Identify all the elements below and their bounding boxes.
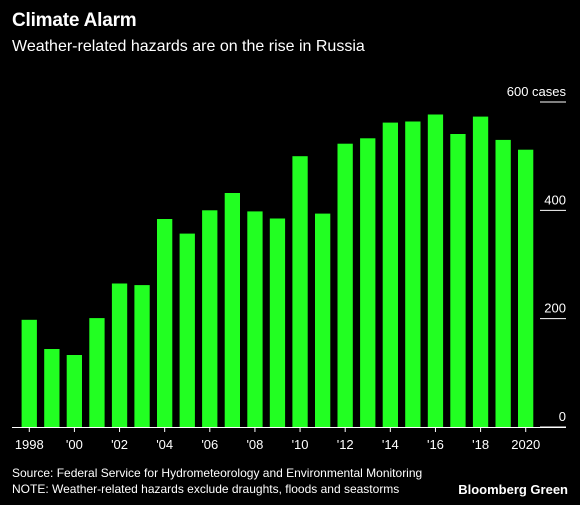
bar-2017 <box>450 134 466 427</box>
y-tick-label-0: 0 <box>559 409 566 424</box>
bar-2006 <box>202 210 218 427</box>
bar-2004 <box>157 219 173 427</box>
bar-2005 <box>179 233 195 427</box>
x-tick-label-2000: '00 <box>66 437 83 452</box>
bar-2013 <box>360 138 376 428</box>
x-tick-label-2002: '02 <box>111 437 128 452</box>
y-tick-label-600: 600 cases <box>507 84 567 99</box>
footnote: NOTE: Weather-related hazards exclude dr… <box>12 482 400 496</box>
bar-2011 <box>315 213 331 427</box>
x-tick-label-2020: 2020 <box>511 437 540 452</box>
bar-2020 <box>518 149 534 427</box>
source-note: Source: Federal Service for Hydrometeoro… <box>12 466 423 480</box>
bar-1999 <box>44 349 60 427</box>
bar-2018 <box>472 116 489 427</box>
x-tick-label-2012: '12 <box>337 437 354 452</box>
x-tick-label-2010: '10 <box>292 437 309 452</box>
bar-2002 <box>111 283 128 427</box>
x-tick-label-2008: '08 <box>246 437 263 452</box>
x-tick-label-2018: '18 <box>472 437 489 452</box>
bar-2016 <box>427 114 444 427</box>
chart-title: Climate Alarm <box>12 10 137 31</box>
x-tick-label-2004: '04 <box>156 437 173 452</box>
bar-2010 <box>292 156 308 427</box>
bar-2019 <box>495 139 511 427</box>
bar-2003 <box>134 285 150 427</box>
bar-2001 <box>89 318 105 427</box>
bar-2015 <box>405 121 421 427</box>
bar-2008 <box>247 211 263 427</box>
bar-2012 <box>337 143 353 427</box>
x-tick-label-2006: '06 <box>201 437 218 452</box>
bar-2007 <box>224 193 240 427</box>
bar-2014 <box>382 122 398 427</box>
x-axis: 1998 '00 '02 '04 '06 '08 '10 '12 '14 '16 '18 2020 <box>12 427 566 452</box>
chart-subtitle: Weather-related hazards are on the rise … <box>12 38 365 55</box>
bars-group <box>21 114 534 428</box>
bar-2000 <box>66 355 82 427</box>
y-tick-label-400: 400 <box>544 192 566 207</box>
x-tick-label-1998: 1998 <box>15 437 44 452</box>
brand-logo: Bloomberg Green <box>458 482 568 497</box>
bar-2009 <box>269 218 286 427</box>
y-tick-label-200: 200 <box>544 301 566 316</box>
bar-chart: 0 200 400 600 cases 1998 '00 '02 '04 '06 '08 '10 '… <box>12 84 567 452</box>
y-axis: 0 200 400 600 cases <box>507 84 567 428</box>
x-tick-label-2014: '14 <box>382 437 399 452</box>
x-tick-label-2016: '16 <box>427 437 444 452</box>
bar-1998 <box>21 319 37 428</box>
